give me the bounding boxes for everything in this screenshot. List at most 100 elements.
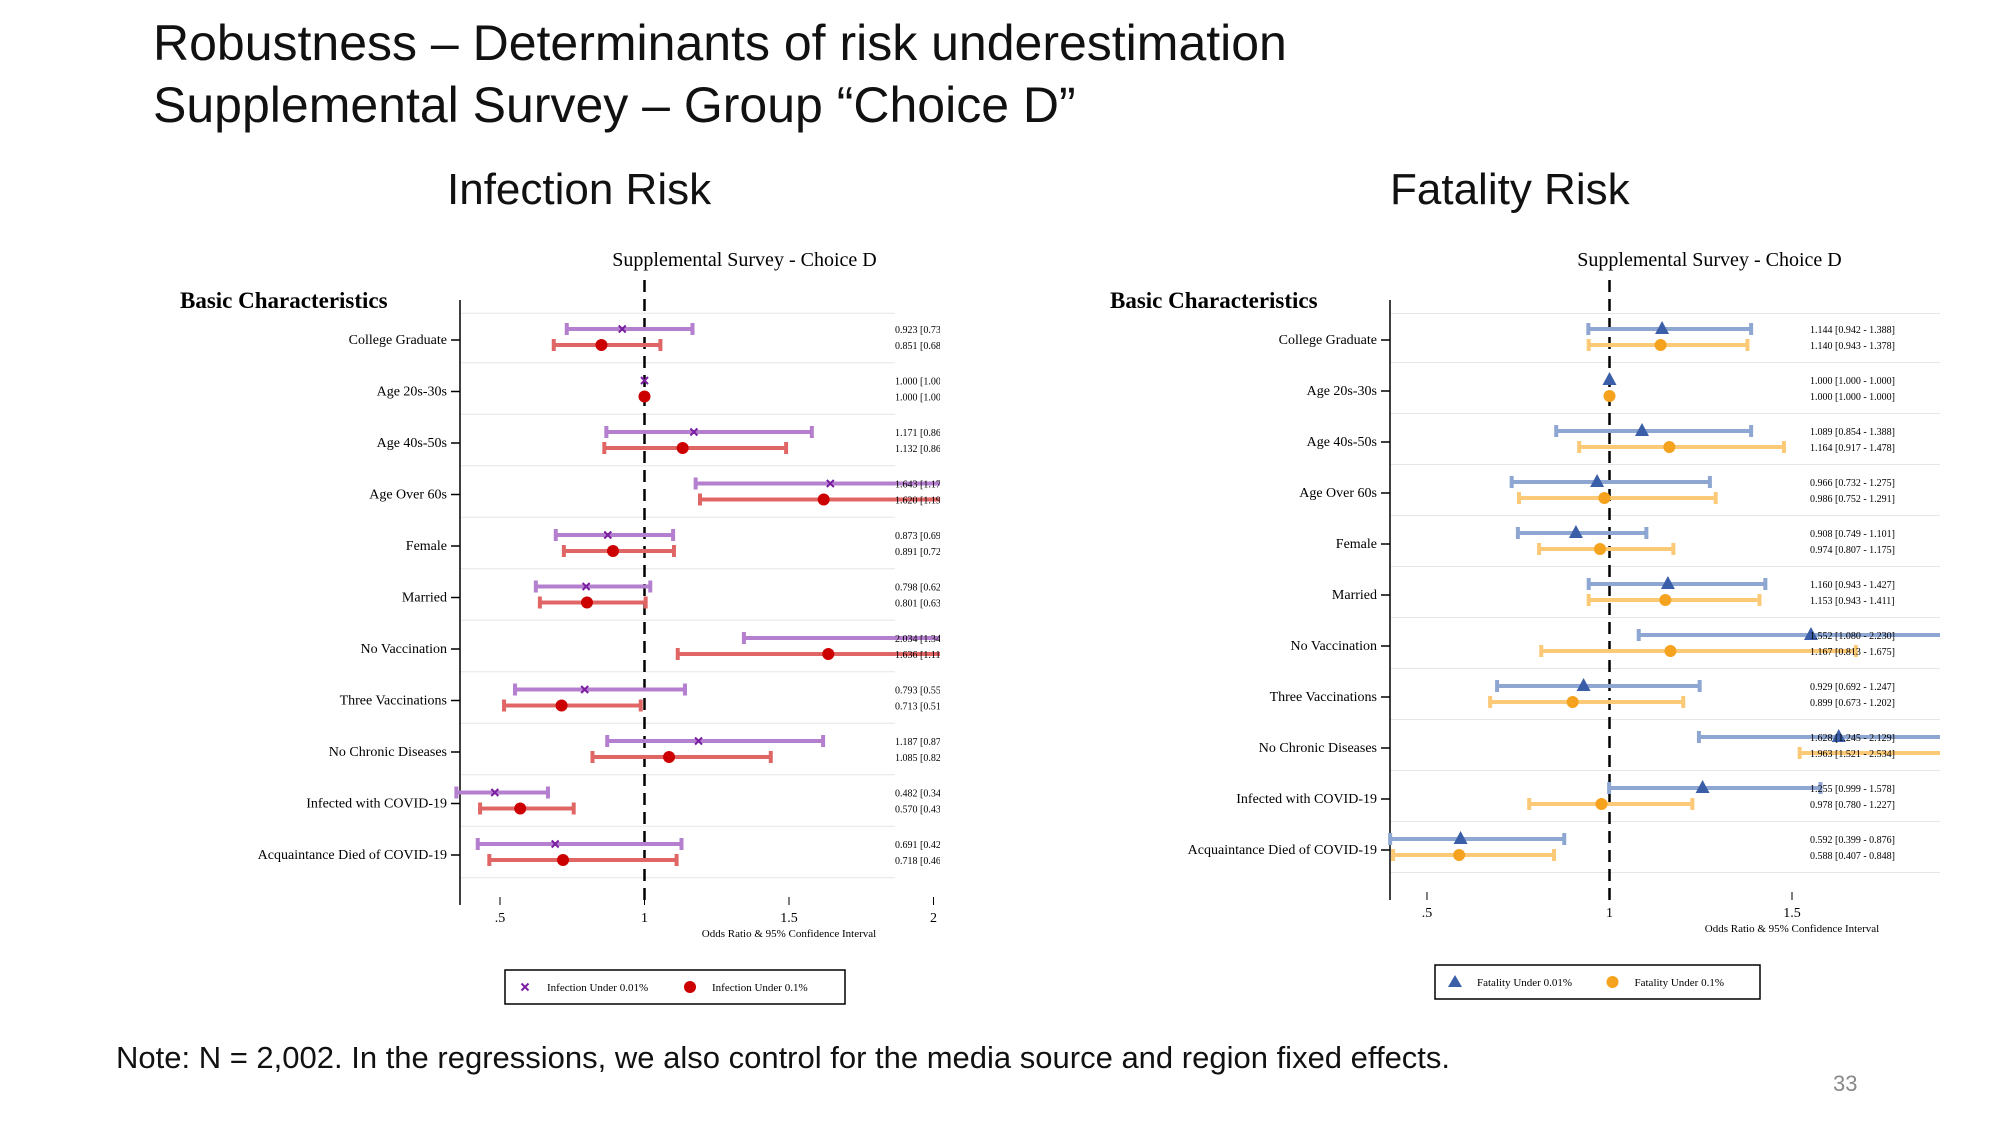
infection-risk-chart: Supplemental Survey - Choice D Basic Char… <box>180 249 940 1005</box>
category-label-female: Female <box>1336 537 1377 552</box>
estimate-marker-infected-with-covid-19 <box>514 802 527 815</box>
x-tick-label: 1 <box>641 911 648 926</box>
category-label-infected-with-covid-19: Infected with COVID-19 <box>306 797 447 812</box>
footnote: Note: N = 2,002. In the regressions, we … <box>116 1040 1451 1075</box>
estimate-marker-age-40s-50s <box>1634 423 1649 436</box>
estimate-label-acquaintance-died-of-covid-19: 0.718 [0.463 - 1.111] <box>895 856 940 867</box>
estimate-marker-age-over-60s <box>1590 474 1605 487</box>
category-label-acquaintance-died-of-covid-19: Acquaintance Died of COVID-19 <box>258 848 447 863</box>
estimate-marker-college-graduate <box>618 324 627 334</box>
chart-title: Supplemental Survey - Choice D <box>612 249 876 271</box>
estimate-label-female: 0.974 [0.807 - 1.175] <box>1810 545 1895 556</box>
estimate-label-age-40s-50s: 1.089 [0.854 - 1.388] <box>1810 427 1895 438</box>
category-label-age-over-60s: Age Over 60s <box>369 488 447 503</box>
legend-label-infection-under-0-1: Infection Under 0.1% <box>712 982 808 994</box>
estimate-label-no-chronic-diseases: 1.187 [0.871 - 1.618] <box>895 737 940 748</box>
legend-marker-x <box>520 982 530 992</box>
estimate-marker-married <box>1659 594 1672 606</box>
page-number: 33 <box>1833 1071 1858 1096</box>
estimate-marker-acquaintance-died-of-covid-19 <box>1453 831 1468 844</box>
estimate-label-acquaintance-died-of-covid-19: 0.588 [0.407 - 0.848] <box>1810 851 1895 862</box>
x-tick-label: .5 <box>495 911 506 926</box>
estimate-label-age-20s-30s: 1.000 [1.000 - 1.000] <box>1810 392 1895 403</box>
estimate-marker-age-over-60s <box>817 493 830 506</box>
estimate-marker-no-chronic-diseases <box>1831 729 1846 742</box>
estimate-label-three-vaccinations: 0.899 [0.673 - 1.202] <box>1810 698 1895 709</box>
legend-marker-triangle <box>1448 975 1462 987</box>
estimate-label-married: 0.798 [0.624 - 1.020] <box>895 583 940 594</box>
estimate-marker-three-vaccinations <box>1566 696 1579 708</box>
estimate-label-age-20s-30s: 1.000 [1.000 - 1.000] <box>895 393 940 404</box>
estimate-label-age-over-60s: 0.966 [0.732 - 1.275] <box>1810 478 1895 489</box>
estimate-label-married: 0.801 [0.638 - 1.004] <box>895 599 940 610</box>
estimate-marker-age-40s-50s <box>676 442 689 454</box>
estimate-label-no-vaccination: 1.167 [0.813 - 1.675] <box>1810 647 1895 658</box>
category-label-age-20s-30s: Age 20s-30s <box>377 385 447 400</box>
slide-title-line-2: Supplemental Survey – Group “Choice D” <box>153 77 1076 133</box>
estimate-marker-female <box>1568 525 1583 538</box>
estimate-label-no-chronic-diseases: 1.085 [0.820 - 1.437] <box>895 753 940 764</box>
estimate-marker-no-chronic-diseases <box>663 751 676 763</box>
estimate-marker-female <box>603 530 613 540</box>
category-label-female: Female <box>406 539 447 554</box>
category-label-married: Married <box>1332 588 1377 603</box>
estimate-marker-age-20s-30s <box>1603 390 1616 402</box>
estimate-label-no-chronic-diseases: 1.628 [1.245 - 2.129] <box>1810 733 1895 744</box>
estimate-marker-three-vaccinations <box>580 685 589 694</box>
estimate-label-female: 0.908 [0.749 - 1.101] <box>1810 529 1895 540</box>
estimate-label-age-over-60s: 0.986 [0.752 - 1.291] <box>1810 494 1895 505</box>
category-label-married: Married <box>402 591 447 606</box>
category-label-no-vaccination: No Vaccination <box>1291 639 1377 654</box>
x-tick-label: 1.5 <box>780 911 798 926</box>
estimate-label-age-40s-50s: 1.171 [0.868 - 1.579] <box>895 428 940 439</box>
section-label: Basic Characteristics <box>1110 288 1318 313</box>
legend-label-fatality-under-0-01: Fatality Under 0.01% <box>1477 977 1572 989</box>
estimate-marker-married <box>580 596 593 609</box>
estimate-label-no-vaccination: 1.636 [1.115 - 2.401] <box>895 650 940 661</box>
estimate-label-married: 1.153 [0.943 - 1.411] <box>1810 596 1895 607</box>
category-label-three-vaccinations: Three Vaccinations <box>1270 690 1377 705</box>
legend-marker-circle <box>1606 976 1619 988</box>
estimate-label-college-graduate: 1.144 [0.942 - 1.388] <box>1810 325 1895 336</box>
infection-risk-heading: Infection Risk <box>447 165 712 214</box>
estimate-marker-age-over-60s <box>826 479 835 488</box>
x-tick-label: .5 <box>1422 906 1433 921</box>
legend-label-fatality-under-0-1: Fatality Under 0.1% <box>1635 977 1725 989</box>
estimate-marker-three-vaccinations <box>555 699 568 712</box>
section-label: Basic Characteristics <box>180 288 388 313</box>
estimate-marker-no-vaccination <box>1803 627 1818 640</box>
x-tick-label: 2 <box>930 911 937 926</box>
slide-title-line-1: Robustness – Determinants of risk undere… <box>153 15 1287 71</box>
estimate-marker-no-vaccination <box>1664 645 1677 657</box>
estimate-label-age-over-60s: 1.643 [1.177 - 2.294] <box>895 480 940 491</box>
estimate-label-age-20s-30s: 1.000 [1.000 - 1.000] <box>895 377 940 388</box>
estimate-marker-infected-with-covid-19 <box>490 788 500 797</box>
x-axis-label: Odds Ratio & 95% Confidence Interval <box>1705 923 1879 935</box>
category-label-college-graduate: College Graduate <box>1279 333 1377 348</box>
estimate-marker-acquaintance-died-of-covid-19 <box>557 854 570 866</box>
estimate-marker-female <box>606 545 619 557</box>
legend-marker-circle <box>684 981 696 993</box>
estimate-label-infected-with-covid-19: 0.978 [0.780 - 1.227] <box>1810 800 1895 811</box>
category-label-college-graduate: College Graduate <box>349 333 447 348</box>
estimate-marker-college-graduate <box>595 339 608 351</box>
estimate-marker-female <box>1594 543 1607 555</box>
estimate-label-college-graduate: 1.140 [0.943 - 1.378] <box>1810 341 1895 352</box>
estimate-marker-married <box>1660 576 1675 589</box>
x-axis-label: Odds Ratio & 95% Confidence Interval <box>702 928 876 940</box>
estimate-label-acquaintance-died-of-covid-19: 0.592 [0.399 - 0.876] <box>1810 835 1895 846</box>
estimate-marker-acquaintance-died-of-covid-19 <box>1453 849 1466 861</box>
category-label-no-vaccination: No Vaccination <box>361 642 447 657</box>
estimate-marker-college-graduate <box>1654 339 1667 351</box>
estimate-marker-infected-with-covid-19 <box>1695 780 1710 793</box>
estimate-label-no-vaccination: 2.034 [1.344 - 3.078] <box>895 634 940 645</box>
estimate-label-age-40s-50s: 1.132 [0.861 - 1.490] <box>895 444 940 455</box>
estimate-marker-no-chronic-diseases <box>694 736 703 746</box>
estimate-marker-no-vaccination <box>822 648 835 660</box>
estimate-label-college-graduate: 0.923 [0.731 - 1.166] <box>895 325 940 336</box>
estimate-marker-married <box>581 582 591 591</box>
x-tick-label: 1.5 <box>1783 906 1801 921</box>
estimate-label-three-vaccinations: 0.929 [0.692 - 1.247] <box>1810 682 1895 693</box>
category-label-no-chronic-diseases: No Chronic Diseases <box>1259 741 1377 756</box>
category-label-age-over-60s: Age Over 60s <box>1299 486 1377 501</box>
